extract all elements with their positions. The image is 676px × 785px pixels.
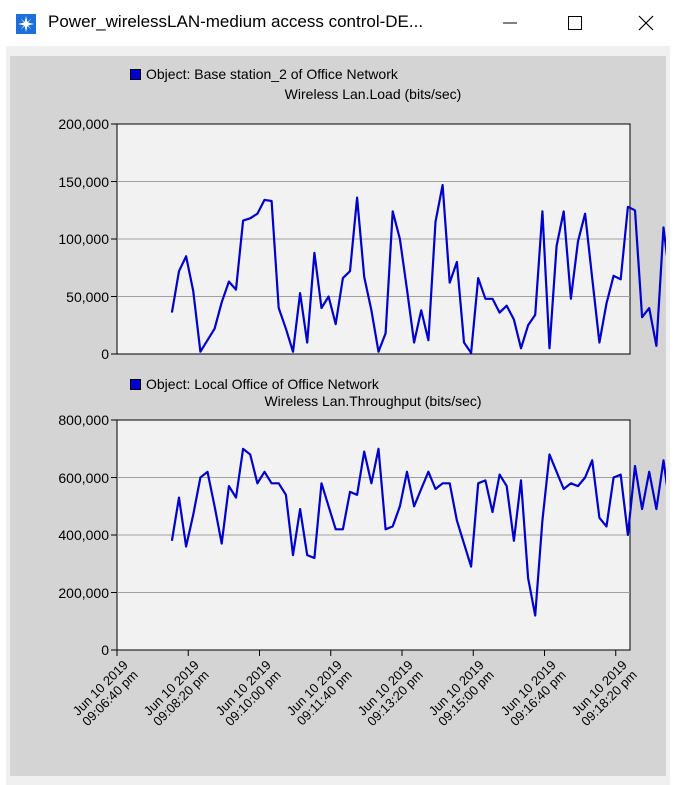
y-tick-label: 0 [101, 642, 109, 658]
chart-title-top: Wireless Lan.Load (bits/sec) [284, 86, 462, 102]
y-tick-label: 400,000 [58, 527, 109, 543]
charts-canvas [111, 123, 666, 656]
title-bar: Power_wirelessLAN-medium access control-… [0, 0, 676, 46]
maximize-icon [568, 16, 582, 30]
legend-swatch-bottom [130, 378, 141, 390]
y-tick-label: 800,000 [58, 412, 109, 428]
y-tick-label: 600,000 [58, 469, 109, 486]
minimize-icon [503, 22, 517, 24]
y-tick-label: 200,000 [58, 584, 109, 601]
window-content: Object: Base station_2 of Office Network… [6, 46, 670, 785]
y-tick-label: 200,000 [58, 116, 109, 132]
star-burst-icon [16, 14, 36, 34]
legend-top: Object: Base station_2 of Office Network [130, 66, 398, 82]
series-line-1 [170, 447, 666, 617]
close-icon [638, 15, 654, 31]
y-tick-label: 50,000 [66, 288, 109, 305]
close-button[interactable] [616, 0, 676, 46]
y-tick-label: 150,000 [58, 173, 109, 190]
minimize-button[interactable] [480, 0, 540, 46]
chart-title-bottom: Wireless Lan.Throughput (bits/sec) [264, 393, 482, 409]
legend-label-bottom: Object: Local Office of Office Network [146, 376, 379, 392]
y-tick-label: 100,000 [58, 231, 109, 247]
legend-bottom: Object: Local Office of Office Network [130, 376, 379, 392]
legend-swatch-top [130, 68, 141, 80]
maximize-button[interactable] [545, 0, 605, 46]
legend-label-top: Object: Base station_2 of Office Network [146, 66, 398, 82]
graph-panel: Object: Base station_2 of Office Network… [10, 56, 666, 776]
window-title: Power_wirelessLAN-medium access control-… [48, 12, 424, 31]
y-tick-label: 0 [101, 346, 109, 362]
series-line-0 [170, 183, 666, 354]
